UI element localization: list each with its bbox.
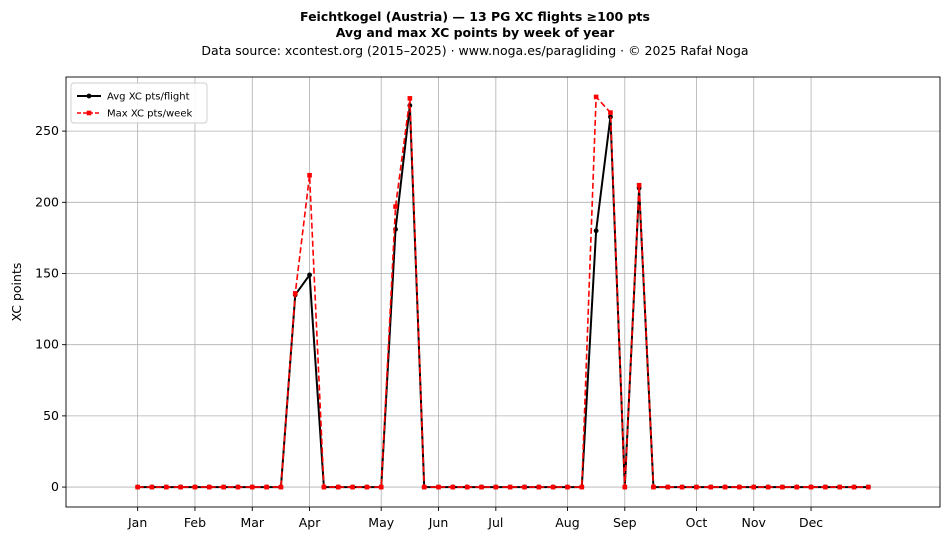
data-point-max — [264, 484, 269, 490]
data-point-max — [565, 484, 570, 490]
data-point-max — [364, 484, 370, 490]
y-tick-label: 0 — [51, 479, 59, 494]
data-point-max — [421, 484, 427, 490]
data-point-avg — [307, 272, 312, 278]
data-point-max — [335, 484, 341, 490]
data-point-max — [378, 484, 384, 490]
chart-title: Feichtkogel (Austria) — 13 PG XC flights… — [300, 9, 650, 24]
x-tick-label: Sep — [613, 515, 637, 530]
chart-subtitle: Avg and max XC points by week of year — [335, 25, 615, 40]
x-tick-label: Aug — [555, 515, 579, 530]
data-point-max — [765, 484, 771, 490]
data-point-avg — [593, 228, 599, 234]
data-point-max — [350, 484, 355, 490]
data-point-max — [321, 484, 327, 490]
y-tick-label: 250 — [35, 123, 59, 138]
x-tick-label: Dec — [799, 515, 823, 530]
data-point-max — [851, 484, 857, 490]
y-tick-label: 50 — [43, 408, 59, 423]
data-point-max — [651, 484, 656, 490]
data-point-max — [837, 484, 843, 490]
data-point-max — [278, 484, 284, 490]
plot-area — [66, 77, 940, 507]
data-point-max — [450, 484, 456, 490]
legend-box — [70, 82, 208, 124]
data-point-max — [751, 484, 757, 490]
x-tick-label: Nov — [742, 515, 767, 530]
data-point-max — [149, 484, 155, 490]
data-point-max — [550, 484, 556, 490]
data-point-max — [866, 484, 871, 490]
data-point-max — [178, 484, 183, 490]
data-point-max — [794, 484, 800, 490]
legend: Avg XC pts/flight Max XC pts/week — [70, 82, 208, 124]
data-point-max — [608, 110, 613, 115]
data-point-max — [823, 484, 828, 490]
data-point-max — [192, 484, 198, 490]
x-tick-label: Feb — [184, 515, 206, 530]
data-point-max — [636, 182, 642, 188]
axes-frame — [65, 76, 941, 508]
data-point-max — [135, 484, 140, 490]
data-point-max — [579, 484, 585, 490]
data-point-max — [522, 484, 527, 490]
data-point-max — [694, 484, 699, 490]
data-point-max — [737, 484, 742, 490]
x-tick-label: Jun — [428, 515, 449, 530]
legend-label: Avg XC pts/flight — [107, 92, 190, 103]
data-point-max — [221, 484, 226, 490]
data-point-max — [622, 484, 628, 490]
data-point-max — [679, 484, 685, 490]
y-tick-label: 150 — [35, 265, 59, 280]
data-point-max — [493, 484, 499, 490]
data-point-max — [436, 484, 441, 490]
data-point-max — [249, 484, 255, 490]
data-point-max — [235, 484, 241, 490]
data-point-max — [665, 484, 671, 490]
data-point-max — [163, 484, 169, 490]
x-tick-label: Jul — [487, 515, 503, 530]
data-point-max — [407, 96, 413, 101]
x-tick-label: Apr — [299, 515, 321, 530]
data-point-max — [780, 484, 785, 490]
data-point-max — [593, 94, 599, 100]
data-point-max — [206, 484, 212, 490]
data-point-max — [464, 484, 470, 490]
x-tick-label: Oct — [686, 515, 708, 530]
x-tick-label: May — [368, 515, 394, 530]
y-tick-label: 200 — [35, 194, 59, 209]
data-point-max — [722, 484, 728, 490]
legend-marker — [86, 93, 92, 99]
legend-marker — [86, 110, 92, 116]
data-point-max — [479, 484, 484, 490]
data-point-max — [292, 291, 298, 296]
data-point-max — [507, 484, 513, 490]
legend-label: Max XC pts/week — [107, 109, 192, 120]
y-axis-label: XC points — [9, 263, 24, 322]
data-point-max — [536, 484, 542, 490]
data-point-max — [708, 484, 714, 490]
data-point-max — [307, 172, 312, 178]
x-tick-label: Jan — [127, 515, 147, 530]
chart-source-line: Data source: xcontest.org (2015–2025) · … — [201, 43, 749, 58]
data-point-max — [393, 204, 398, 209]
data-point-max — [808, 484, 814, 490]
y-tick-label: 100 — [35, 337, 59, 352]
x-tick-label: Mar — [240, 515, 264, 530]
series-line-max — [137, 96, 869, 488]
